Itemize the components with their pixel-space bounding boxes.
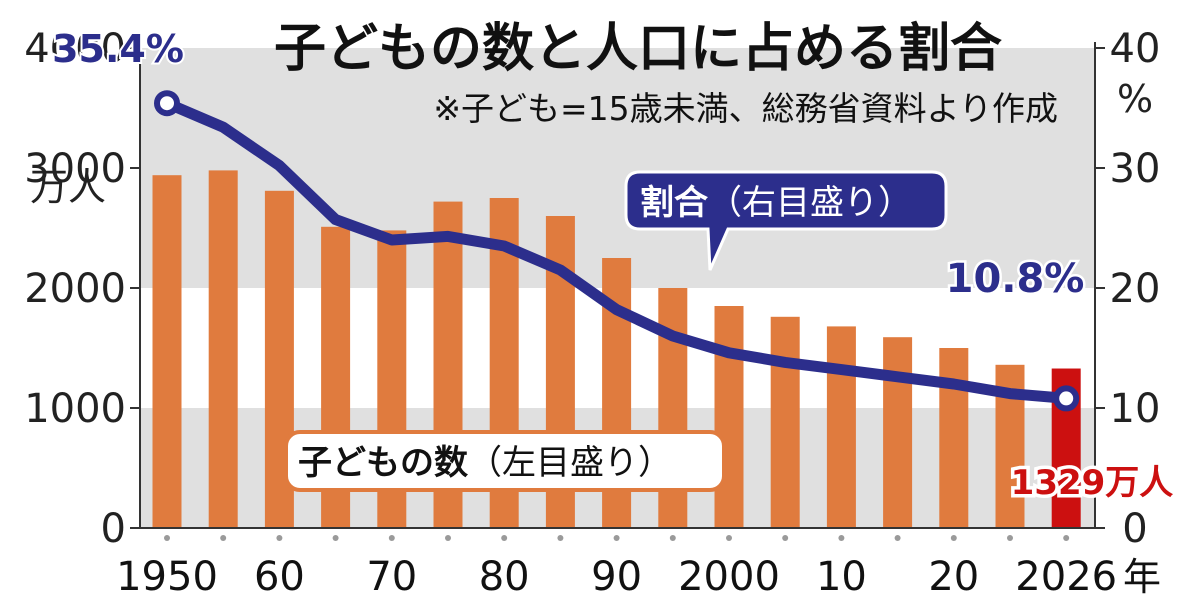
ratio-point-2026 <box>1053 385 1080 412</box>
axes: 0 1000 2000 3000 4000 0 10 20 30 40 <box>24 26 1160 552</box>
bar-2010 <box>826 326 856 528</box>
x-tick-label-2000: 2000 <box>678 554 780 600</box>
ratio-legend-label: 割合（右目盛り） <box>624 170 948 271</box>
right-tick-label-0: 0 <box>1122 506 1147 552</box>
ratio-series-axis-note: （右目盛り） <box>708 183 912 223</box>
x-dot-1975 <box>445 535 451 541</box>
x-dot-1990 <box>613 535 620 541</box>
bar-2020 <box>939 348 969 528</box>
left-tick-label-4000: 4000 <box>24 26 126 72</box>
x-tick-label-1990: 90 <box>591 554 642 600</box>
ratio-series-name: 割合 <box>640 183 708 223</box>
x-dot-1950 <box>164 535 170 541</box>
left-tick-label-1000: 1000 <box>24 386 126 432</box>
x-axis-ticks: 1950 60 70 80 90 2000 10 20 2026 <box>116 535 1117 600</box>
right-tick-label-10: 10 <box>1110 386 1161 432</box>
x-tick-label-2020: 20 <box>928 554 979 600</box>
x-dot-1955 <box>220 535 227 541</box>
bar-2000 <box>714 306 744 528</box>
ratio-line <box>161 97 1072 404</box>
bar-2015 <box>883 337 913 528</box>
svg-text:子どもの数（左目盛り）: 子どもの数（左目盛り） <box>298 443 672 483</box>
band-3000-4000 <box>140 48 1095 168</box>
count-series-name: 子どもの数 <box>298 443 468 483</box>
left-axis-unit: 万人 <box>30 165 106 209</box>
x-tick-label-1970: 70 <box>366 554 417 600</box>
count-legend-label: 子どもの数（左目盛り） <box>284 430 726 492</box>
x-tick-label-1960: 60 <box>254 554 305 600</box>
svg-text:割合（右目盛り）: 割合（右目盛り） <box>640 183 912 223</box>
x-dot-2025 <box>1007 535 1013 541</box>
count-series-axis-note: （左目盛り） <box>468 443 672 483</box>
right-axis-unit: % <box>1117 77 1153 121</box>
chart-subtitle: ※子ども=15歳未満、総務省資料より作成 <box>433 89 1058 128</box>
right-tick-label-30: 30 <box>1110 146 1161 192</box>
x-dot-1960 <box>276 535 283 541</box>
x-dot-2010 <box>838 535 845 541</box>
end-ratio-label: 10.8% <box>946 256 1085 302</box>
bar-1955 <box>208 170 238 528</box>
x-dot-2005 <box>782 535 789 541</box>
x-dot-1970 <box>388 535 395 541</box>
ratio-line-series <box>154 90 1080 412</box>
end-count-label: 1329万人 <box>1011 463 1174 503</box>
x-tick-label-2026: 2026 <box>1015 554 1117 600</box>
x-dot-2000 <box>726 535 732 541</box>
x-dot-1980 <box>501 535 508 541</box>
right-tick-label-40: 40 <box>1110 26 1161 72</box>
x-dot-2026 <box>1063 535 1070 541</box>
bar-1950 <box>152 175 182 528</box>
x-dot-1965 <box>332 535 339 541</box>
left-tick-label-2000: 2000 <box>24 266 126 312</box>
right-tick-label-20: 20 <box>1110 266 1161 312</box>
start-ratio-label: 35.4% <box>52 27 184 71</box>
x-dot-2015 <box>894 535 901 541</box>
x-tick-label-1980: 80 <box>479 554 530 600</box>
ratio-point-1950 <box>154 90 180 117</box>
x-dot-1985 <box>557 535 564 541</box>
left-tick-label-3000: 3000 <box>24 146 126 192</box>
chart-title: 子どもの数と人口に占める割合 <box>274 19 1002 79</box>
bar-2005 <box>770 316 800 528</box>
x-dot-1995 <box>669 535 676 541</box>
x-tick-label-1950: 1950 <box>116 554 218 600</box>
x-axis-unit: 年 <box>1123 555 1161 599</box>
x-dot-2020 <box>950 535 957 541</box>
left-tick-label-0: 0 <box>101 506 126 552</box>
x-tick-label-2010: 10 <box>816 554 867 600</box>
